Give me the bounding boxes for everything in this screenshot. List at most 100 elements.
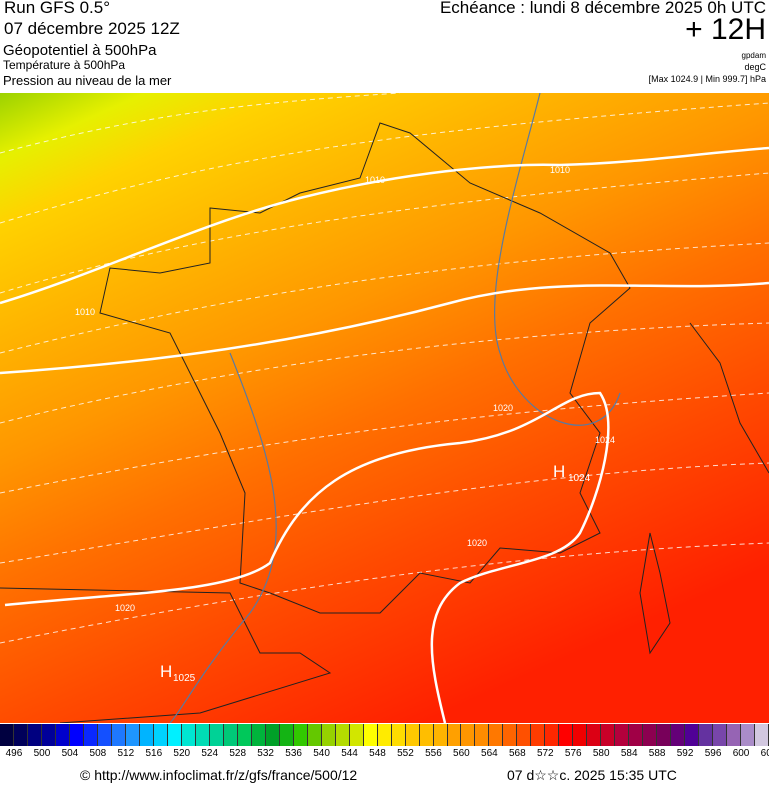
color-scale-cell bbox=[223, 724, 238, 746]
color-scale-cell bbox=[209, 724, 224, 746]
color-scale-tick: 536 bbox=[285, 748, 302, 759]
color-scale-tick: 516 bbox=[145, 748, 163, 759]
run-title: Run GFS 0.5° bbox=[4, 0, 111, 17]
color-scale-cell bbox=[503, 724, 518, 746]
color-scale-tick: 600 bbox=[732, 748, 750, 759]
high-pressure-value: 1025 bbox=[173, 673, 196, 684]
color-scale-cell bbox=[615, 724, 630, 746]
color-scale-cell bbox=[559, 724, 574, 746]
color-scale-cell bbox=[405, 724, 420, 746]
isobar-label: 1020 bbox=[115, 603, 135, 613]
color-scale-cell bbox=[321, 724, 336, 746]
color-scale-cell bbox=[111, 724, 126, 746]
color-scale-cell bbox=[181, 724, 196, 746]
color-scale-cell bbox=[377, 724, 392, 746]
color-scale-cell bbox=[573, 724, 588, 746]
temperature-field bbox=[0, 93, 769, 723]
color-scale-cell bbox=[195, 724, 210, 746]
color-scale-cell bbox=[601, 724, 616, 746]
color-scale-tick: 592 bbox=[676, 748, 694, 759]
color-scale-tick: 548 bbox=[369, 748, 386, 759]
color-scale-cell bbox=[335, 724, 350, 746]
color-scale-cell bbox=[349, 724, 364, 746]
color-scale-tick: 604 bbox=[760, 748, 769, 759]
color-scale-cell bbox=[307, 724, 322, 746]
color-scale-cell bbox=[713, 724, 728, 746]
color-scale-cell bbox=[419, 724, 434, 746]
color-scale-tick: 588 bbox=[648, 748, 666, 759]
param-temperature: Température à 500hPa bbox=[3, 58, 126, 72]
color-scale-cell bbox=[13, 724, 28, 746]
color-scale-tick: 508 bbox=[89, 748, 107, 759]
color-scale-cell bbox=[531, 724, 546, 746]
run-date: 07 décembre 2025 12Z bbox=[4, 19, 180, 38]
param-geopotential: Géopotentiel à 500hPa bbox=[3, 42, 157, 59]
forecast-time: Echéance : lundi 8 décembre 2025 0h UTC bbox=[439, 0, 766, 17]
country-borders bbox=[0, 122, 769, 723]
color-scale-cell bbox=[363, 724, 378, 746]
color-scale-tick: 552 bbox=[397, 748, 414, 759]
source-url[interactable]: © http://www.infoclimat.fr/z/gfs/france/… bbox=[80, 767, 358, 783]
color-scale-cell bbox=[125, 724, 140, 746]
color-scale bbox=[0, 724, 769, 746]
color-scale-tick: 532 bbox=[257, 748, 274, 759]
map: 1010 1010 1010 1020 1020 1020 1024 H 102… bbox=[0, 93, 769, 723]
geopotential-contours bbox=[0, 93, 769, 644]
color-scale-tick: 572 bbox=[536, 748, 554, 759]
color-scale-tick: 564 bbox=[481, 748, 498, 759]
forecast-offset: + 12H bbox=[685, 13, 766, 46]
color-scale-cell bbox=[83, 724, 98, 746]
color-scale-tick: 576 bbox=[564, 748, 582, 759]
color-scale-tick: 544 bbox=[341, 748, 358, 759]
color-scale-cell bbox=[279, 724, 294, 746]
color-scale-tick: 528 bbox=[229, 748, 247, 759]
color-scale-cell bbox=[629, 724, 644, 746]
color-scale-cell bbox=[41, 724, 56, 746]
pressure-range: [Max 1024.9 | Min 999.7] hPa bbox=[648, 74, 766, 84]
color-scale-tick: 504 bbox=[61, 748, 79, 759]
color-scale-cell bbox=[517, 724, 532, 746]
color-scale-cell bbox=[447, 724, 462, 746]
color-scale-cell bbox=[0, 724, 14, 746]
high-pressure-symbol: H bbox=[553, 462, 565, 481]
generated-timestamp: 07 d☆☆c. 2025 15:35 UTC bbox=[507, 767, 677, 783]
color-scale-cell bbox=[69, 724, 84, 746]
color-scale-ticks: 496 500 504 508 512 516 520 524 528 532 536 540 544 5… bbox=[0, 748, 769, 762]
color-scale-cell bbox=[685, 724, 700, 746]
color-scale-cell bbox=[755, 724, 769, 746]
color-scale-tick: 540 bbox=[313, 748, 330, 759]
color-scale-tick: 500 bbox=[33, 748, 51, 759]
color-scale-cell bbox=[461, 724, 476, 746]
color-scale-tick: 568 bbox=[508, 748, 526, 759]
param-pressure: Pression au niveau de la mer bbox=[3, 73, 172, 88]
unit-gpdam: gpdam bbox=[741, 51, 766, 60]
high-pressure-value: 1024 bbox=[568, 473, 591, 484]
color-scale-cell bbox=[475, 724, 490, 746]
color-scale-cell bbox=[741, 724, 756, 746]
color-scale-tick: 580 bbox=[592, 748, 610, 759]
color-scale-tick: 496 bbox=[5, 748, 23, 759]
isobars bbox=[0, 146, 769, 723]
isobar-label: 1010 bbox=[365, 175, 385, 185]
color-scale-tick: 524 bbox=[201, 748, 219, 759]
color-scale-cell bbox=[671, 724, 686, 746]
color-scale-cell bbox=[167, 724, 182, 746]
color-scale-cell bbox=[727, 724, 742, 746]
color-scale-cell bbox=[657, 724, 672, 746]
color-scale-cell bbox=[251, 724, 266, 746]
color-scale-cell bbox=[587, 724, 602, 746]
color-scale-cell bbox=[55, 724, 70, 746]
color-scale-tick: 512 bbox=[117, 748, 135, 759]
color-scale-tick: 584 bbox=[620, 748, 638, 759]
color-scale-cell bbox=[293, 724, 308, 746]
color-scale-cell bbox=[153, 724, 168, 746]
color-scale-tick: 556 bbox=[425, 748, 442, 759]
isobar-label: 1010 bbox=[550, 165, 570, 175]
color-scale-cell bbox=[433, 724, 448, 746]
color-scale-cell bbox=[489, 724, 504, 746]
color-scale-cell bbox=[237, 724, 252, 746]
color-scale-cell bbox=[27, 724, 42, 746]
isobar-label: 1020 bbox=[467, 538, 487, 548]
color-scale-cell bbox=[699, 724, 714, 746]
